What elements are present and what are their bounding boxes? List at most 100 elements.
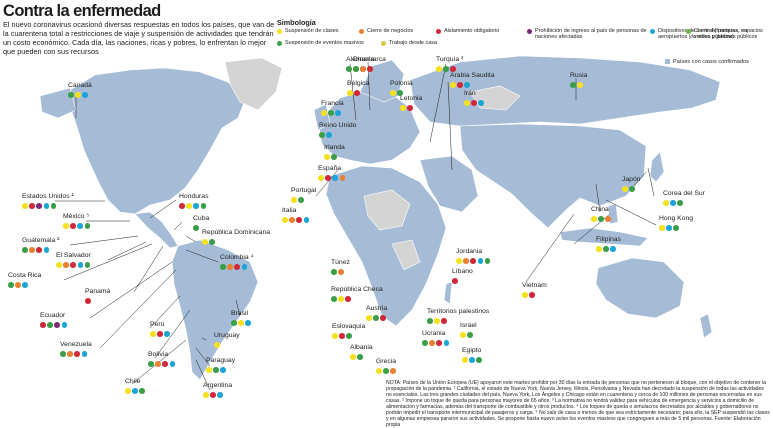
measure-dot-negocios (338, 269, 344, 275)
measure-dots (522, 292, 535, 298)
measure-dots (460, 332, 473, 338)
country-label: República Checa (331, 286, 383, 293)
measure-dot-control (477, 258, 484, 264)
measure-dot-negocios (15, 282, 21, 288)
measure-dot-control (43, 247, 50, 253)
world-map (39, 55, 721, 391)
measure-dot-control (469, 357, 475, 363)
measure-dots (376, 368, 396, 374)
measure-dot-control (164, 331, 170, 337)
country-label: Eslovaquia (332, 323, 366, 330)
measure-dot-control (43, 203, 50, 209)
measure-dot-eventos (397, 90, 403, 96)
greenland (224, 57, 283, 111)
measure-dot-clases (663, 200, 669, 206)
indonesia (559, 227, 649, 247)
measure-dots (659, 225, 679, 231)
measure-dot-aislamiento (345, 296, 351, 302)
measure-dot-aislamiento (529, 292, 535, 298)
measure-dot-clases (347, 90, 353, 96)
measure-dot-eventos (220, 264, 226, 270)
legend-dot (277, 28, 282, 34)
australia (595, 257, 685, 319)
legend-confirmed: Países con casos confirmados (665, 59, 749, 65)
measure-dot-clases (464, 100, 470, 106)
measure-dot-aislamiento (74, 351, 80, 357)
country-label: Polonia (390, 80, 413, 87)
legend: Simbología Suspensión de clases Cierre d… (277, 18, 771, 62)
measure-dots (596, 246, 616, 252)
measure-dot-aislamiento (179, 203, 185, 209)
legend-dot (686, 28, 691, 34)
country-label: Vietnam (522, 282, 547, 289)
measure-dot-clases (125, 388, 131, 394)
measure-dots (353, 66, 373, 72)
measure-dot-control (335, 110, 341, 116)
legend-item-casa: Trabajo desde casa (381, 40, 469, 46)
measure-dots (366, 315, 386, 321)
measure-dot-eventos (673, 225, 679, 231)
measure-dot-clases (318, 175, 324, 181)
measure-dot-prohibicion (54, 322, 60, 328)
country-label: Irlanda (324, 144, 345, 151)
measure-dot-control (332, 175, 338, 181)
middle-east (419, 155, 479, 213)
measure-dot-eventos (139, 388, 145, 394)
measure-dot-clases (282, 217, 288, 223)
measure-dot-eventos (346, 333, 352, 339)
measure-dot-control (464, 82, 470, 88)
measure-dot-aislamiento (436, 340, 442, 346)
measure-dot-eventos (231, 320, 237, 326)
legend-item-eventos: Suspensión de eventos masivos (277, 40, 385, 46)
country-label: Colombia ⁴ (220, 254, 254, 261)
country-label: Canadá (68, 82, 92, 89)
central-africa-unaffected (391, 239, 421, 271)
legend-item-aislamiento: Aislamiento obligatorio (436, 28, 534, 34)
country-label: República Dominicana (202, 229, 271, 236)
measure-dots (231, 320, 251, 326)
measure-dot-aislamiento (441, 318, 447, 324)
legend-dot (527, 28, 532, 34)
japan (649, 151, 665, 183)
measure-dot-eventos (328, 110, 334, 116)
measure-dots (60, 351, 88, 357)
measure-dots (450, 82, 470, 88)
measure-dot-negocios (390, 368, 396, 374)
measure-dots (40, 322, 68, 328)
measure-dot-eventos (353, 66, 359, 72)
measure-dot-aislamiento (407, 105, 413, 111)
measure-dot-negocios (429, 340, 435, 346)
measure-dots (350, 354, 363, 360)
country-label: Portugal (291, 187, 317, 194)
measure-dot-aislamiento (354, 90, 360, 96)
south-america (171, 239, 259, 381)
measure-dot-eventos (209, 239, 215, 245)
measure-dot-eventos (68, 92, 74, 98)
country-label: Reino Unido (319, 122, 357, 129)
measure-dot-eventos (84, 262, 91, 268)
measure-dot-clases (321, 110, 327, 116)
country-label: Alemania (346, 56, 375, 63)
measure-dots (148, 361, 176, 367)
legend-item-parques: Cierre de parques, espacios verdes y jar… (686, 28, 770, 40)
measure-dots (56, 262, 91, 268)
measure-dots (22, 247, 50, 253)
measure-dot-clases (366, 315, 372, 321)
measure-dots (570, 82, 583, 88)
measure-dots (22, 203, 57, 209)
country-label: Territorios palestinos (427, 308, 490, 315)
measure-dots (319, 132, 332, 138)
measure-dot-control (132, 388, 138, 394)
legend-dot (650, 28, 655, 34)
measure-dot-eventos (331, 296, 337, 302)
measure-dot-control (217, 392, 223, 398)
measure-dot-eventos (331, 269, 337, 275)
measure-dot-aislamiento (29, 203, 35, 209)
measure-dot-clases (56, 262, 62, 268)
measure-dots (282, 217, 310, 223)
measure-dot-eventos (346, 66, 352, 72)
country-label: Cuba (193, 215, 210, 222)
measure-dot-control (22, 282, 28, 288)
measure-dot-eventos (603, 246, 609, 252)
country-label: Honduras (179, 193, 209, 200)
